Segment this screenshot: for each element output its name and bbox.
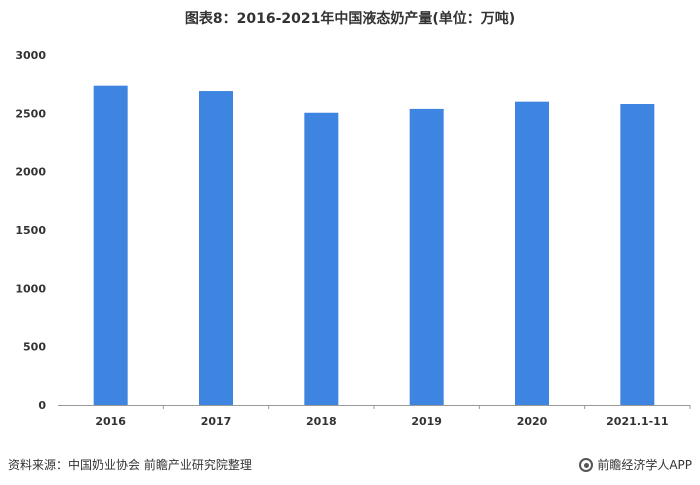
x-axis: 2016 2017 2018 2019 2020 2021.1-11 xyxy=(58,405,691,428)
bar xyxy=(304,112,339,405)
bar xyxy=(409,108,444,406)
x-tick-label: 2016 xyxy=(95,415,126,428)
bar xyxy=(93,85,128,405)
y-tick-label: 2000 xyxy=(15,166,46,179)
source-note: 资料来源：中国奶业协会 前瞻产业研究院整理 xyxy=(8,458,252,472)
x-tick-label: 2021.1-11 xyxy=(606,415,668,428)
y-tick-label: 3000 xyxy=(15,49,46,62)
x-tick-label: 2020 xyxy=(517,415,548,428)
y-tick-label: 1500 xyxy=(15,224,46,237)
y-tick-label: 500 xyxy=(23,341,46,354)
bar xyxy=(620,104,655,405)
bar xyxy=(515,101,549,406)
y-tick-label: 0 xyxy=(38,399,46,412)
brand-label: 前瞻经济学人APP xyxy=(597,458,692,472)
y-tick-label: 2500 xyxy=(15,107,46,120)
x-tick-label: 2019 xyxy=(411,415,442,428)
bar xyxy=(199,91,233,406)
bars-group xyxy=(93,85,655,406)
y-axis: 0 500 1000 1500 2000 2500 3000 xyxy=(15,49,46,412)
x-tick-label: 2018 xyxy=(306,415,337,428)
brand-logo-icon xyxy=(579,457,594,472)
x-tick-label: 2017 xyxy=(201,415,232,428)
y-tick-label: 1000 xyxy=(15,282,46,295)
brand-attribution: 前瞻经济学人APP xyxy=(579,456,692,473)
chart-title: 图表8：2016-2021年中国液态奶产量(单位：万吨) xyxy=(184,11,516,27)
